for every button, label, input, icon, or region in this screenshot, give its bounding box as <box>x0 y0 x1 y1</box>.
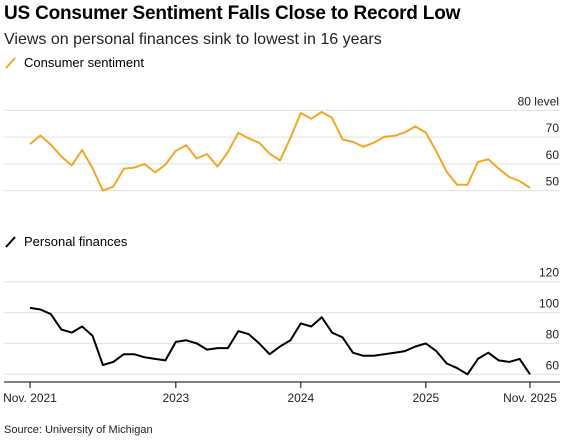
ytick-label-finances-100: 100 <box>539 297 559 311</box>
xtick-label-nov-2021: Nov. 2021 <box>3 391 57 405</box>
legend-swatch-finances <box>5 235 16 248</box>
legend-consumer-sentiment: Consumer sentiment <box>4 55 144 70</box>
ytick-label-sentiment-50: 50 <box>546 175 560 189</box>
chart-title: US Consumer Sentiment Falls Close to Rec… <box>4 3 461 24</box>
ytick-label-sentiment-80: 80 level <box>518 94 559 108</box>
xtick-label-2023: 2023 <box>162 391 189 405</box>
ytick-label-sentiment-70: 70 <box>546 121 560 135</box>
ytick-label-finances-60: 60 <box>546 358 560 372</box>
ytick-label-finances-80: 80 <box>546 327 560 341</box>
xtick-label-2025: 2025 <box>412 391 439 405</box>
legend-swatch-sentiment <box>5 56 16 69</box>
xtick-label-2024: 2024 <box>287 391 314 405</box>
source-note: Source: University of Michigan <box>4 424 153 436</box>
ytick-label-sentiment-60: 60 <box>546 148 560 162</box>
series-line-sentiment <box>29 111 531 192</box>
legend-label-finances: Personal finances <box>24 234 128 249</box>
ytick-label-finances-120: 120 <box>539 266 559 280</box>
legend-personal-finances: Personal finances <box>4 234 127 249</box>
series-line-finances <box>29 306 531 376</box>
legend-label-sentiment: Consumer sentiment <box>24 55 144 70</box>
chart-subtitle: Views on personal finances sink to lowes… <box>4 31 382 48</box>
xtick-label-nov-2025: Nov. 2025 <box>503 391 557 405</box>
